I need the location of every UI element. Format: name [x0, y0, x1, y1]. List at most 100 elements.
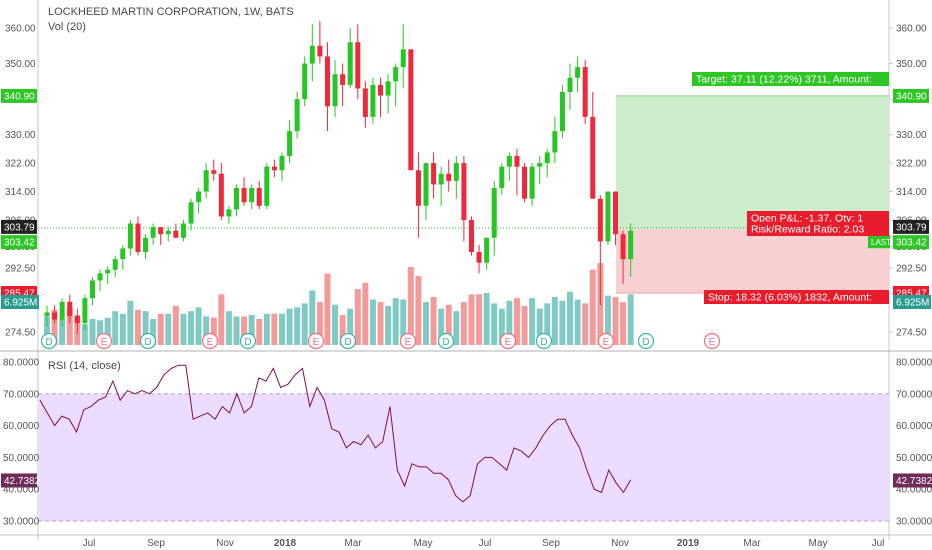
candle-body — [552, 131, 558, 153]
price-tick-label-left: 314.00 — [5, 187, 36, 198]
candle-body — [82, 298, 88, 324]
volume-bar — [172, 306, 179, 345]
candle-body — [317, 45, 323, 57]
last-price-badge-left: 303.79 — [1, 219, 37, 234]
candle-body — [309, 45, 315, 64]
volume-bar — [544, 303, 551, 345]
volume-bar — [142, 311, 149, 345]
candle-body — [438, 173, 444, 185]
volume-bar — [453, 311, 460, 345]
candle-body — [135, 223, 141, 252]
candle-body — [514, 156, 520, 167]
candle-body — [461, 163, 467, 220]
volume-bar — [324, 273, 331, 345]
candle-body — [597, 198, 603, 242]
dividend-marker[interactable]: D — [535, 332, 553, 350]
candle-body — [264, 166, 270, 206]
rsi-tick-label-left: 50.0000 — [3, 453, 40, 464]
volume-bar — [347, 308, 354, 345]
candle-body — [423, 163, 429, 206]
candle-body — [89, 280, 95, 299]
dividend-marker[interactable]: D — [437, 332, 455, 350]
time-tick-label: Jul — [479, 538, 492, 549]
candle-body — [67, 301, 73, 316]
volume-bar — [316, 302, 323, 345]
candle-body — [143, 237, 149, 252]
candle-body — [590, 116, 596, 199]
candle-body — [112, 259, 118, 270]
candle-body — [332, 74, 338, 107]
candle-body — [431, 163, 437, 185]
entry-price-badge-left-bg — [1, 235, 37, 250]
rsi-value-badge-left-text: 42.7382 — [4, 476, 41, 487]
volume-bar — [567, 291, 574, 345]
time-tick-label: Jul — [872, 538, 885, 549]
dividend-marker[interactable]: D — [139, 332, 157, 350]
volume-bar — [506, 300, 513, 345]
entry-price-badge: 303.42 — [893, 235, 929, 250]
candle-body — [355, 42, 361, 89]
volume-bar — [218, 294, 225, 345]
volume-badge-text: 6.925M — [896, 298, 929, 309]
target-price-badge-text: 340.90 — [896, 91, 927, 102]
rsi-line — [39, 364, 632, 503]
candle-body — [234, 188, 239, 210]
dividend-marker[interactable]: D — [637, 332, 655, 350]
time-tick-label: Sep — [542, 538, 560, 549]
candle-body — [302, 63, 308, 100]
risk-reward-label-text: Risk/Reward Ratio: 2.03 — [751, 224, 864, 236]
stop-label-text: Stop: 18.32 (6.03%) 1832, Amount: — [708, 292, 872, 304]
rsi-label: RSI (14, close) — [48, 360, 121, 372]
event-label: D — [540, 337, 547, 348]
candle-body — [529, 166, 535, 199]
target-price-badge-left-text: 340.90 — [4, 91, 35, 102]
risk-reward-label-bg — [747, 222, 889, 236]
event-circle — [95, 332, 113, 350]
volume-bar — [66, 307, 73, 345]
candle-body — [468, 220, 474, 252]
entry-price-badge-left: 303.42 — [1, 235, 37, 250]
volume-bar — [263, 313, 270, 345]
candle-body — [362, 88, 368, 117]
event-label: D — [442, 337, 449, 348]
earnings-marker[interactable]: E — [399, 332, 417, 350]
time-tick-label: 2019 — [677, 538, 700, 549]
time-tick-label: Nov — [611, 538, 629, 549]
volume-bar — [476, 294, 483, 345]
time-tick-label: Mar — [344, 538, 362, 549]
volume-badge: 6.925M — [893, 295, 931, 309]
volume-bar — [551, 296, 558, 345]
rsi-tick-label: 60.0000 — [896, 421, 932, 432]
earnings-marker[interactable]: E — [307, 332, 325, 350]
event-circle — [437, 332, 455, 350]
volume-bar — [104, 317, 111, 345]
target-price-badge: 340.90 — [893, 88, 929, 103]
candle-body — [506, 156, 512, 167]
target-price-badge-bg — [893, 88, 929, 103]
dividend-marker[interactable]: D — [339, 332, 357, 350]
price-tick-label: 360.00 — [896, 24, 927, 35]
dividend-marker[interactable]: D — [239, 332, 257, 350]
volume-badge-left: 6.925M — [1, 295, 39, 309]
price-tick-label: 330.00 — [896, 130, 927, 141]
rsi-tick-label: 80.0000 — [896, 358, 932, 369]
earnings-marker[interactable]: E — [703, 332, 721, 350]
volume-bar — [332, 304, 339, 345]
pnl-label: Open P&L: -1.37, Qty: 1 — [747, 211, 889, 225]
rsi-tick-label-left: 40.0000 — [3, 485, 40, 496]
earnings-marker[interactable]: E — [95, 332, 113, 350]
dividend-marker[interactable]: D — [40, 332, 58, 350]
last-tag: LAST — [868, 235, 891, 249]
time-tick-label: 2018 — [274, 538, 297, 549]
candle-body — [158, 227, 164, 235]
target-label-text: Target: 37.11 (12.22%) 3711, Amount: — [696, 74, 872, 86]
earnings-marker[interactable]: E — [597, 332, 615, 350]
earnings-marker[interactable]: E — [499, 332, 517, 350]
earnings-marker[interactable]: E — [201, 332, 219, 350]
target-label: Target: 37.11 (12.22%) 3711, Amount: — [692, 72, 889, 86]
volume-bar — [377, 302, 384, 345]
time-tick-label: Nov — [216, 538, 234, 549]
volume-badge-left-text: 6.925M — [4, 298, 37, 309]
event-label: E — [709, 337, 716, 348]
